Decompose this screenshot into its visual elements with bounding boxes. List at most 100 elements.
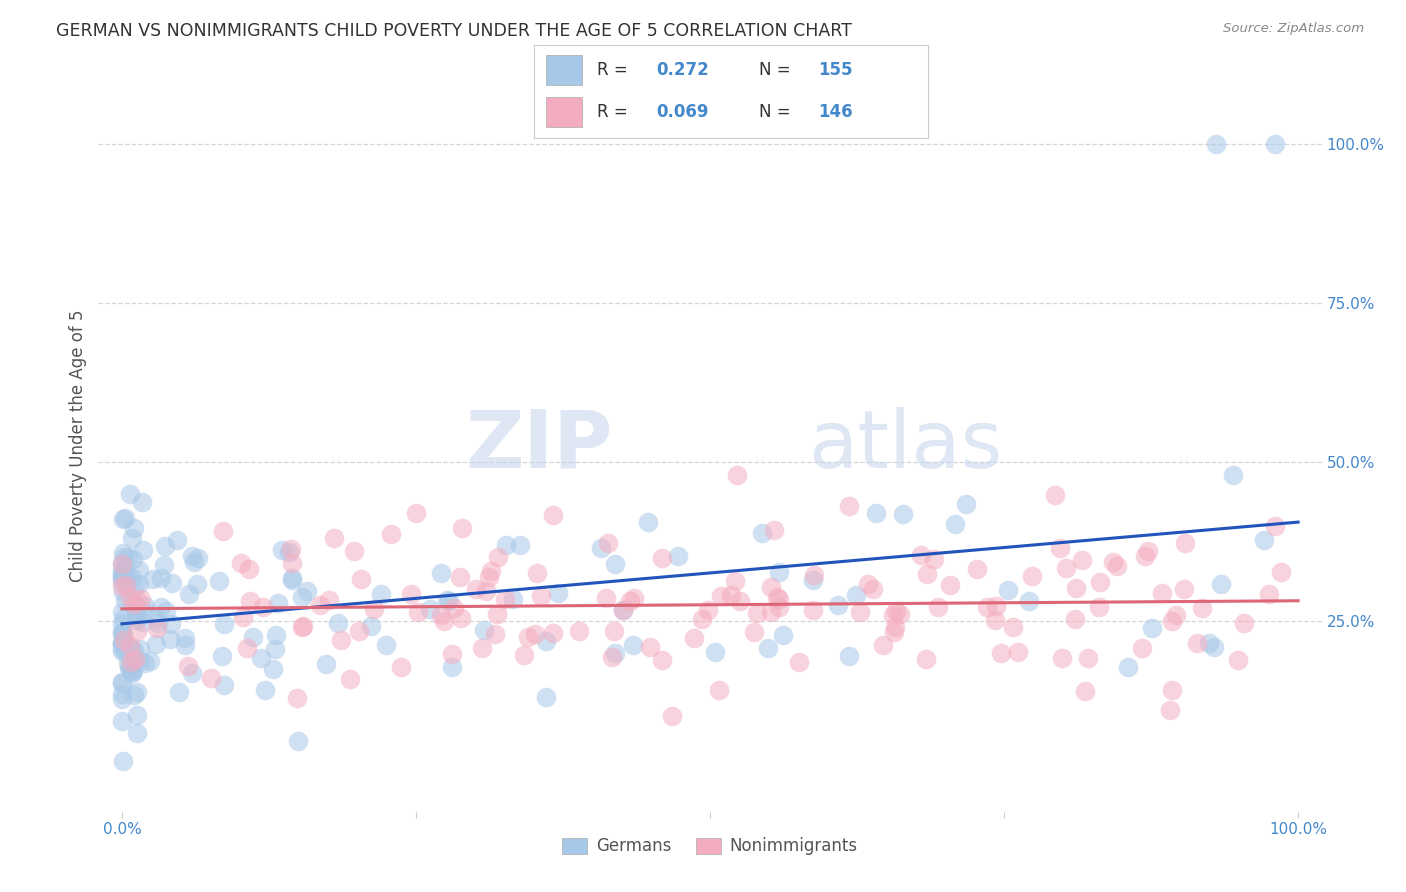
Point: [129, 592, 152, 607]
Point: [910, 548, 932, 562]
Point: [183, 555, 205, 569]
Point: [1264, 136, 1286, 151]
Point: [125, 685, 148, 699]
Point: [1001, 620, 1024, 634]
Point: [619, 594, 641, 608]
Point: [285, 690, 308, 705]
Point: [849, 605, 872, 619]
Point: [709, 682, 731, 697]
Point: [118, 662, 141, 676]
Point: [160, 617, 183, 632]
Point: [111, 636, 134, 650]
Point: [115, 575, 138, 590]
Point: [449, 570, 471, 584]
Point: [1130, 640, 1153, 655]
Point: [122, 688, 145, 702]
Point: [124, 596, 146, 610]
Point: [112, 546, 135, 560]
Point: [872, 638, 894, 652]
Point: [534, 690, 557, 705]
Point: [254, 682, 277, 697]
Point: [280, 542, 302, 557]
Point: [889, 607, 911, 621]
Point: [1021, 569, 1043, 583]
Point: [177, 659, 200, 673]
Point: [1050, 650, 1073, 665]
Point: [118, 591, 141, 605]
Point: [238, 562, 260, 576]
Point: [111, 568, 134, 582]
Point: [541, 508, 564, 522]
Point: [153, 539, 176, 553]
Point: [1018, 594, 1040, 608]
Point: [174, 631, 197, 645]
Point: [111, 636, 134, 650]
Point: [112, 563, 135, 577]
Point: [1088, 599, 1111, 614]
Point: [315, 657, 337, 671]
Point: [281, 557, 304, 571]
Point: [128, 563, 150, 577]
Point: [1209, 577, 1232, 591]
Point: [765, 590, 787, 604]
Point: [1074, 684, 1097, 698]
Point: [236, 640, 259, 655]
Point: [865, 507, 887, 521]
Point: [122, 664, 145, 678]
Point: [1198, 636, 1220, 650]
Point: [114, 644, 136, 658]
Point: [1077, 651, 1099, 665]
Point: [801, 573, 824, 587]
Point: [443, 600, 465, 615]
Point: [252, 599, 274, 614]
Point: [292, 619, 315, 633]
Point: [120, 640, 142, 654]
Point: [1222, 467, 1244, 482]
Point: [1049, 541, 1071, 555]
Point: [122, 598, 145, 612]
Point: [111, 676, 134, 690]
Point: [541, 626, 564, 640]
Point: [239, 594, 262, 608]
Point: [121, 642, 143, 657]
Point: [111, 625, 134, 640]
Point: [884, 620, 907, 634]
Text: 0.069: 0.069: [657, 103, 709, 121]
Point: [322, 531, 344, 545]
Point: [997, 583, 1019, 598]
Point: [1088, 575, 1111, 590]
Point: [308, 598, 330, 612]
Point: [281, 574, 304, 588]
Point: [131, 542, 153, 557]
Point: [212, 677, 235, 691]
Point: [375, 638, 398, 652]
Point: [167, 685, 190, 699]
Point: [605, 646, 627, 660]
Point: [661, 709, 683, 723]
Point: [742, 625, 765, 640]
Text: R =: R =: [598, 61, 633, 78]
Point: [380, 527, 402, 541]
Point: [922, 551, 945, 566]
Point: [370, 587, 392, 601]
Point: [990, 646, 1012, 660]
Point: [696, 602, 718, 616]
Point: [751, 525, 773, 540]
Point: [343, 543, 366, 558]
Point: [605, 558, 627, 572]
Point: [124, 579, 146, 593]
Text: GERMAN VS NONIMMIGRANTS CHILD POVERTY UNDER THE AGE OF 5 CORRELATION CHART: GERMAN VS NONIMMIGRANTS CHILD POVERTY UN…: [56, 22, 852, 40]
Point: [1102, 555, 1125, 569]
Point: [1043, 488, 1066, 502]
Point: [1140, 621, 1163, 635]
Point: [360, 619, 382, 633]
Point: [862, 582, 884, 596]
Point: [121, 666, 143, 681]
Text: ZIP: ZIP: [465, 407, 612, 485]
Point: [986, 599, 1008, 613]
Point: [976, 600, 998, 615]
Point: [728, 594, 751, 608]
Text: R =: R =: [598, 103, 633, 121]
Point: [534, 634, 557, 648]
Point: [1232, 615, 1254, 630]
